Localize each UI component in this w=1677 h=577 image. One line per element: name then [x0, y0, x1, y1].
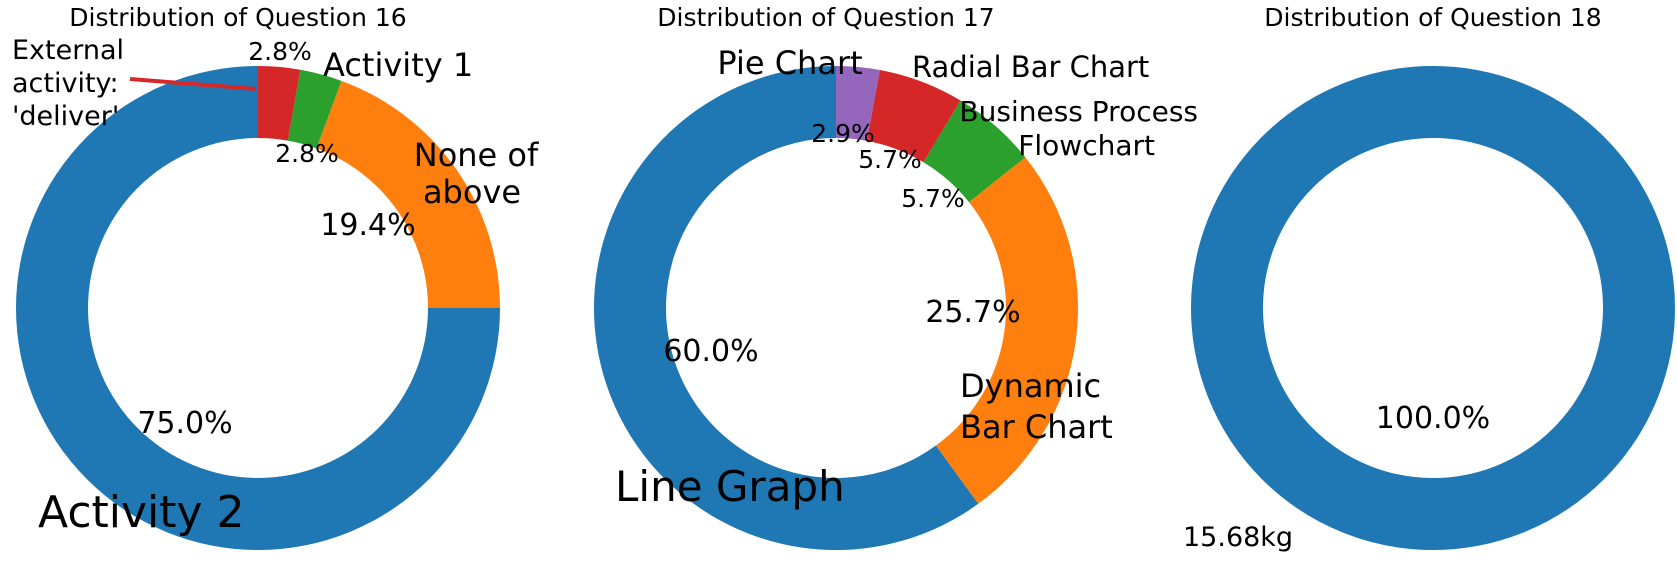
slice-activity-2	[16, 66, 500, 550]
slice-line-graph	[593, 66, 979, 551]
slice-label-business-process-line2: Flowchart	[1018, 129, 1155, 162]
slice-label-15-68kg: 15.68kg	[1183, 522, 1293, 553]
chart-title-q16: Distribution of Question 16	[69, 3, 406, 32]
slice-external-activity-deliver	[258, 66, 301, 141]
pct-label-activity-1: 2.8%	[275, 139, 339, 168]
slice-label-external-activity-line2: activity:	[12, 68, 119, 99]
pct-label-line-graph: 60.0%	[663, 334, 758, 369]
slice-activity-1	[287, 69, 342, 149]
pct-label-external-activity: 2.8%	[248, 37, 312, 66]
pct-label-pie-chart: 2.9%	[811, 119, 875, 148]
slice-label-activity-2: Activity 2	[38, 487, 245, 538]
slice-label-line-graph: Line Graph	[615, 462, 845, 511]
slice-business-process-flowchart	[923, 100, 1026, 203]
chart-title-q17: Distribution of Question 17	[657, 3, 994, 32]
slice-label-external-activity-line3: 'deliver'	[12, 101, 119, 132]
donut-chart-q18: Distribution of Question 18 15.68kg 100.…	[1183, 3, 1675, 553]
slices-q18	[1191, 66, 1675, 550]
slice-15-68kg	[1191, 66, 1675, 550]
pct-label-radial-bar-chart: 5.7%	[858, 145, 922, 174]
leader-line-external-activity	[129, 77, 257, 91]
slice-label-business-process-line1: Business Process	[959, 95, 1198, 128]
slice-pie-chart	[836, 66, 880, 141]
slices-q17	[593, 66, 1078, 551]
slice-label-dynamic-bar-chart-line2: Bar Chart	[960, 408, 1113, 446]
donut-chart-q16: Distribution of Question 16 External act…	[12, 3, 539, 550]
pct-label-none-of-above: 19.4%	[320, 208, 415, 243]
slice-radial-bar-chart	[866, 70, 961, 163]
slice-label-none-of-above-line1: None of	[414, 136, 539, 174]
slice-label-dynamic-bar-chart-line1: Dynamic	[960, 367, 1101, 405]
slice-label-external-activity-line1: External	[12, 35, 124, 66]
pct-label-15-68kg: 100.0%	[1376, 401, 1490, 436]
slice-label-radial-bar-chart: Radial Bar Chart	[912, 50, 1149, 84]
donut-chart-q17: Distribution of Question 17 Pie Chart Ra…	[593, 3, 1198, 551]
pct-label-dynamic-bar-chart: 25.7%	[925, 295, 1020, 330]
slices-q16	[16, 66, 500, 550]
slice-label-pie-chart: Pie Chart	[717, 44, 862, 82]
slice-none-of-above	[316, 80, 500, 308]
slice-label-activity-1: Activity 1	[323, 46, 473, 84]
pct-label-business-process: 5.7%	[901, 184, 965, 213]
slice-label-none-of-above-line2: above	[423, 173, 521, 211]
slice-dynamic-bar-chart	[935, 157, 1078, 504]
pct-label-activity-2: 75.0%	[137, 406, 232, 441]
chart-title-q18: Distribution of Question 18	[1264, 3, 1601, 32]
